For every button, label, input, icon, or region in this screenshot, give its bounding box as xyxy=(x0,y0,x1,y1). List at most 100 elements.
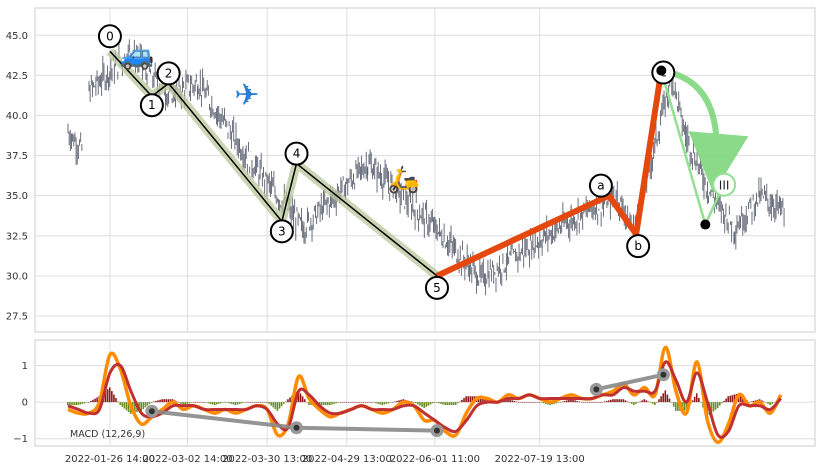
macd-histogram-bar xyxy=(528,402,530,403)
macd-histogram-bar xyxy=(668,398,671,403)
macd-histogram-bar xyxy=(435,402,438,403)
macd-histogram-bar xyxy=(452,402,455,406)
macd-histogram-bar xyxy=(442,402,444,405)
macd-label: MACD (12,26,9) xyxy=(70,429,145,440)
wave-label-ring xyxy=(588,173,613,198)
macd-histogram-bar xyxy=(637,402,639,403)
macd-histogram-bar xyxy=(612,399,614,403)
macd-histogram-bar xyxy=(616,399,618,403)
macd-histogram-bar xyxy=(113,394,115,403)
macd-histogram-bar xyxy=(144,402,147,408)
x-tick-label: 2022-07-19 13:00 xyxy=(495,454,585,465)
macd-histogram-bar xyxy=(322,402,325,406)
macd-histogram-bar xyxy=(268,402,270,404)
macd-histogram-bar xyxy=(645,400,648,403)
macd-histogram-bar xyxy=(87,402,90,403)
macd-histogram-bar xyxy=(180,402,182,404)
macd-histogram-bar xyxy=(597,402,600,403)
macd-signal-line xyxy=(67,360,782,439)
macd-histogram-bar xyxy=(194,402,197,403)
wave-label: b xyxy=(634,239,642,253)
macd-histogram-bar xyxy=(513,400,516,403)
macd-histogram-bar xyxy=(654,402,656,406)
macd-histogram-bar xyxy=(69,402,71,406)
macd-histogram-bar xyxy=(647,401,650,403)
macd-histogram-bar xyxy=(440,402,442,404)
macd-histogram-bar xyxy=(517,402,520,403)
macd-histogram-bar xyxy=(557,402,560,403)
x-tick-label: 2022-03-30 13:00 xyxy=(222,454,312,465)
macd-histogram-bar xyxy=(670,402,673,403)
macd-histogram-bar xyxy=(234,402,237,406)
macd-histogram-bar xyxy=(412,402,415,403)
macd-histogram-bar xyxy=(471,396,474,403)
macd-histogram-bar xyxy=(396,400,398,403)
macd-histogram-bar xyxy=(345,402,348,403)
macd-histogram-bar xyxy=(326,402,329,406)
macd-histogram-bar xyxy=(524,402,526,403)
macd-histogram-bar xyxy=(767,402,769,404)
macd-histogram-bar xyxy=(337,402,340,403)
macd-histogram-bar xyxy=(578,401,581,403)
macd-histogram-bar xyxy=(415,402,417,404)
macd-histogram-bar xyxy=(530,402,532,403)
macd-histogram-bar xyxy=(727,396,729,403)
price-y-tick-label: 45.0 xyxy=(6,31,28,42)
macd-histogram-bar xyxy=(614,399,616,403)
wave-label-ring xyxy=(424,275,449,300)
macd-histogram-bar xyxy=(77,402,80,406)
macd-histogram-bar xyxy=(580,402,583,403)
macd-histogram-bar xyxy=(280,402,283,407)
macd-histogram-bar xyxy=(297,390,300,403)
macd-histogram-bar xyxy=(700,402,702,403)
macd-histogram-bar xyxy=(285,401,287,403)
x-tick-label: 2022-04-29 13:00 xyxy=(302,454,392,465)
macd-histogram-bar xyxy=(92,399,94,403)
macd-panel-frame xyxy=(34,339,816,447)
macd-histogram-bar xyxy=(358,402,361,403)
macd-histogram-bar xyxy=(186,402,189,404)
macd-histogram-bar xyxy=(161,399,163,403)
wave-label: 5 xyxy=(433,281,441,295)
macd-histogram-bar xyxy=(683,402,685,411)
macd-histogram-bar xyxy=(146,402,149,406)
macd-histogram-bar xyxy=(660,396,662,403)
macd-histogram-bar xyxy=(245,402,247,403)
wave-label: 2 xyxy=(165,66,173,80)
macd-histogram-bar xyxy=(748,402,750,403)
macd-histogram-bar xyxy=(85,402,88,403)
macd-histogram-bar xyxy=(769,402,771,406)
price-y-tick-label: 42.5 xyxy=(6,71,28,82)
divergence-line xyxy=(595,372,664,392)
macd-histogram-bar xyxy=(463,398,465,403)
macd-histogram-bar xyxy=(381,402,384,406)
macd-histogram-bar xyxy=(163,399,166,403)
macd-histogram-bar xyxy=(677,402,679,411)
macd-histogram-bar xyxy=(385,402,388,404)
macd-histogram-bar xyxy=(568,399,570,403)
macd-histogram-bar xyxy=(760,400,763,403)
scooter-icon: 🛵 xyxy=(388,165,420,195)
airplane-icon: ✈ xyxy=(234,78,259,113)
macd-histogram-bar xyxy=(601,402,604,403)
macd-histogram-bar xyxy=(205,402,207,403)
macd-histogram-bar xyxy=(199,402,201,403)
macd-histogram-bar xyxy=(127,402,130,413)
macd-histogram-bar xyxy=(427,402,430,406)
wave-label-ring xyxy=(626,234,651,259)
macd-histogram-bar xyxy=(666,394,669,403)
macd-histogram-bar xyxy=(421,402,423,407)
macd-histogram-bar xyxy=(324,402,327,406)
macd-histogram-bar xyxy=(119,402,122,406)
macd-histogram-bar xyxy=(165,399,168,403)
macd-histogram-bar xyxy=(763,401,765,403)
macd-histogram-bar xyxy=(140,402,142,411)
projection-point xyxy=(700,219,711,230)
macd-histogram-bar xyxy=(609,399,612,403)
macd-histogram-bar xyxy=(232,402,235,405)
x-tick-label: 2022-03-02 14:00 xyxy=(142,454,232,465)
macd-histogram-bar xyxy=(368,402,371,403)
x-tick-label: 2022-06-01 11:00 xyxy=(390,454,480,465)
macd-histogram-bar xyxy=(134,402,136,413)
